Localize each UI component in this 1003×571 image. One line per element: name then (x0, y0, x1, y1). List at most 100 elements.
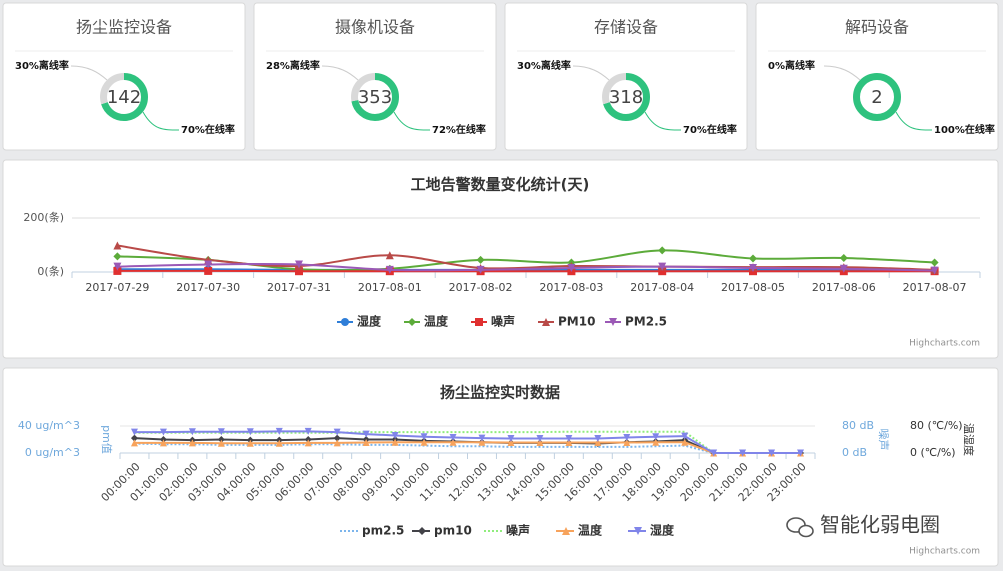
data-point (623, 439, 631, 447)
data-point (449, 433, 457, 441)
card-title: 存储设备 (594, 18, 658, 37)
axis-title: 温湿度 (962, 423, 976, 456)
legend-label[interactable]: 湿度 (357, 314, 382, 329)
data-point (275, 439, 283, 447)
series-line (134, 430, 801, 454)
chart-title: 扬尘监控实时数据 (440, 384, 560, 402)
y-tick-label: 200(条) (23, 210, 64, 224)
label-connector (321, 65, 359, 81)
axis-title: 噪声 (877, 429, 891, 451)
data-point (113, 266, 122, 275)
donut-slice (100, 73, 148, 121)
data-point (594, 439, 602, 447)
x-tick-label: 2017-07-30 (176, 281, 240, 294)
data-point (275, 427, 283, 435)
data-point (391, 438, 399, 446)
data-point (930, 258, 939, 267)
online-label: 70%在线率 (683, 123, 737, 136)
data-point (768, 449, 776, 457)
data-point (536, 434, 544, 442)
label-connector (142, 111, 180, 131)
legend-label[interactable]: PM10 (558, 315, 595, 329)
data-point (333, 439, 341, 447)
legend-symbol (634, 527, 642, 535)
legend-label[interactable]: 湿度 (650, 523, 675, 538)
data-point (385, 265, 394, 274)
wechat-icon (786, 517, 814, 538)
data-point (217, 428, 225, 436)
online-label: 70%在线率 (181, 123, 235, 136)
x-tick-label: 2017-07-31 (267, 281, 331, 294)
credits: Highcharts.com (909, 547, 980, 557)
donut-slice (351, 73, 399, 121)
series-line (117, 262, 935, 272)
series-line (134, 442, 801, 454)
label-connector (572, 65, 610, 81)
donut-slice (602, 73, 650, 121)
data-point (681, 438, 689, 446)
offline-label: 30%离线率 (517, 59, 571, 72)
data-point (930, 266, 939, 275)
data-point (113, 241, 122, 250)
total-count: 142 (107, 87, 141, 108)
y-tick-label: 80 dB (842, 419, 874, 432)
data-point (839, 253, 848, 262)
y-tick-label: 80 (℃/%) (910, 419, 963, 432)
legend-label[interactable]: pm2.5 (362, 524, 404, 538)
legend-label[interactable]: 噪声 (491, 314, 515, 329)
donut-slice (853, 73, 901, 121)
data-point (420, 433, 428, 441)
data-point (420, 438, 428, 446)
total-count: 353 (358, 87, 392, 108)
data-point (130, 439, 138, 447)
legend-label[interactable]: 温度 (424, 314, 449, 329)
x-tick-label: 2017-08-03 (539, 281, 603, 294)
chart-title: 工地告警数量变化统计(天) (411, 176, 590, 194)
series-line (134, 430, 801, 454)
credits: Highcharts.com (909, 339, 980, 349)
data-point (333, 434, 341, 442)
data-point (507, 439, 515, 447)
card-title: 摄像机设备 (335, 18, 415, 37)
data-point (594, 434, 602, 442)
watermark: 智能化弱电圈 (820, 513, 940, 537)
x-tick-label: 2017-08-06 (812, 281, 876, 294)
data-point (449, 438, 457, 446)
data-point (304, 439, 312, 447)
data-point (391, 431, 399, 439)
legend-label[interactable]: 噪声 (506, 523, 530, 538)
data-point (333, 428, 341, 436)
label-connector (823, 65, 861, 81)
legend-symbol (408, 318, 416, 326)
data-point (188, 439, 196, 447)
data-point (478, 438, 486, 446)
total-count: 318 (609, 87, 643, 108)
data-point (217, 436, 225, 443)
data-point (204, 260, 213, 269)
data-point (839, 264, 848, 273)
data-point (113, 252, 122, 261)
x-tick-label: 2017-08-05 (721, 281, 785, 294)
data-point (476, 255, 485, 264)
data-point (304, 427, 312, 435)
data-point (385, 251, 394, 260)
total-count: 2 (871, 87, 882, 108)
data-point (217, 439, 225, 447)
legend-label[interactable]: pm10 (434, 524, 472, 538)
offline-label: 28%离线率 (266, 59, 320, 72)
data-point (204, 266, 213, 275)
data-point (710, 449, 718, 457)
data-point (749, 263, 757, 272)
data-point (681, 432, 689, 440)
data-point (652, 433, 660, 441)
x-tick-label: 2017-08-04 (630, 281, 694, 294)
legend-label[interactable]: 温度 (578, 523, 603, 538)
legend-label[interactable]: PM2.5 (625, 315, 667, 329)
legend-symbol (542, 318, 550, 326)
legend-symbol (341, 318, 349, 326)
online-label: 72%在线率 (432, 123, 486, 136)
legend-symbol (562, 527, 570, 535)
label-connector (393, 111, 431, 131)
x-tick-label: 2017-08-02 (449, 281, 513, 294)
